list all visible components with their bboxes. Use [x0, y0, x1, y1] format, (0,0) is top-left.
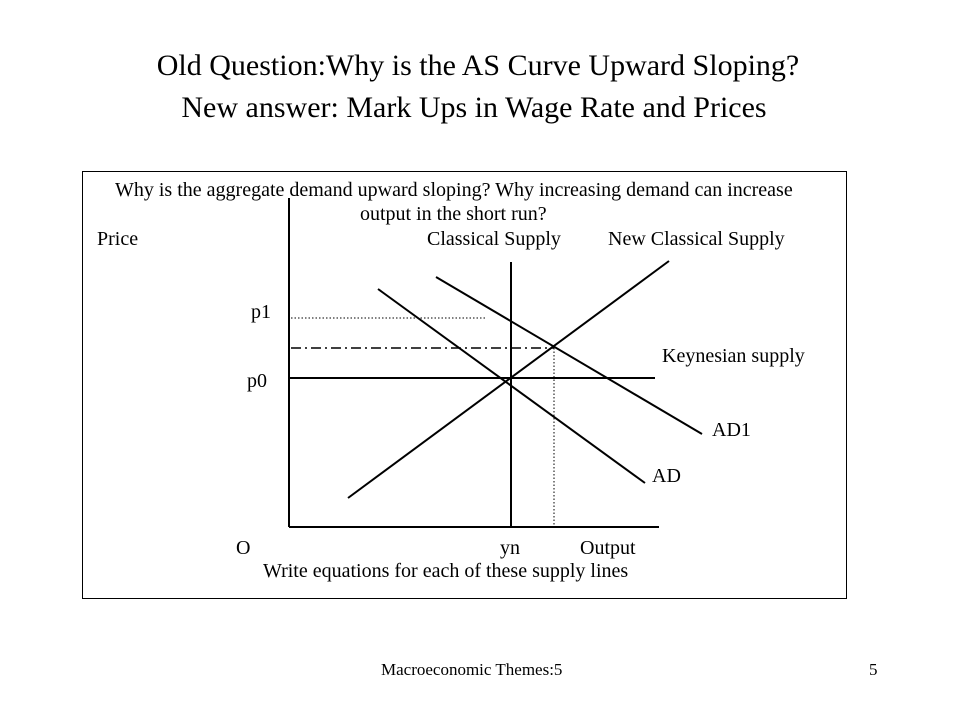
- new-classical-supply-label: New Classical Supply: [608, 228, 785, 250]
- origin-label: O: [236, 537, 250, 559]
- ad-label: AD: [652, 465, 681, 487]
- yn-label: yn: [500, 537, 520, 559]
- diagram-question-line1: Why is the aggregate demand upward slopi…: [115, 179, 793, 201]
- footer-course-label: Macroeconomic Themes:5: [381, 660, 563, 679]
- slide-subtitle: New answer: Mark Ups in Wage Rate and Pr…: [181, 91, 767, 124]
- p1-label: p1: [251, 301, 271, 323]
- ad-curve: [377, 288, 646, 484]
- diagram-footnote: Write equations for each of these supply…: [263, 560, 628, 582]
- x-axis-label: Output: [580, 537, 636, 559]
- slide-number: 5: [869, 660, 878, 679]
- slide-title: Old Question:Why is the AS Curve Upward …: [156, 49, 800, 82]
- classical-supply-label: Classical Supply: [427, 228, 561, 250]
- ad1-curve: [435, 276, 703, 435]
- p0-label: p0: [247, 370, 267, 392]
- diagram-question-line2: output in the short run?: [360, 203, 547, 225]
- keynesian-supply-label: Keynesian supply: [662, 345, 805, 367]
- diagram-frame: [82, 171, 847, 599]
- new-classical-supply-line: [347, 260, 670, 499]
- ad1-label: AD1: [712, 419, 751, 441]
- y-axis-label: Price: [97, 228, 138, 250]
